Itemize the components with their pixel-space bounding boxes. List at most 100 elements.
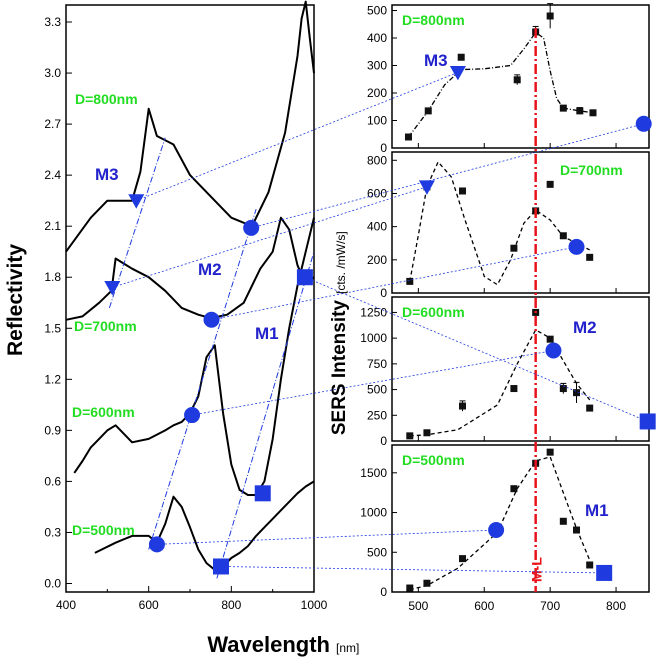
sers-panel-3: 0 250 500 750 1000 1250 D=600nm xyxy=(360,296,656,448)
mode-guide-line xyxy=(108,137,166,309)
sers-x-tick-label: 500 xyxy=(408,599,428,613)
ml-label: M-L xyxy=(529,557,545,582)
sers-y-tick-label: 200 xyxy=(367,86,387,100)
sers-y-tick-label: 500 xyxy=(367,4,387,18)
sers-data-point xyxy=(459,187,467,195)
left-y-tick-label: 0.3 xyxy=(44,525,61,539)
left-y-tick-label: 3.3 xyxy=(44,15,61,29)
left-y-tick-label: 2.4 xyxy=(44,168,61,182)
sers-y-tick-label: 600 xyxy=(367,186,387,200)
sers-y-tick-label: 750 xyxy=(367,357,387,371)
mode-guide-line xyxy=(148,209,257,550)
sers-y-tick-label: 100 xyxy=(367,114,387,128)
sers-y-tick-label: 500 xyxy=(367,383,387,397)
left-y-tick-label: 1.8 xyxy=(44,270,61,284)
sers-mode-marker xyxy=(545,342,562,359)
left-curve-label: D=500nm xyxy=(72,522,135,538)
left-y-tick-label: 0.9 xyxy=(44,423,61,437)
sers-plot-frame xyxy=(391,296,650,442)
sers-mode-marker xyxy=(449,65,466,81)
x-label: Wavelength xyxy=(207,632,330,657)
left-curve-label: M2 xyxy=(198,260,222,279)
sers-data-point xyxy=(406,584,414,592)
left-curve-label: M1 xyxy=(255,324,279,343)
left-x-tick-label: 400 xyxy=(56,598,76,612)
mode-connector-line xyxy=(112,186,428,288)
sers-y-tick-label: 1500 xyxy=(360,466,387,480)
left-x-tick-label: 600 xyxy=(139,598,159,612)
sers-mode-marker xyxy=(418,180,435,195)
sers-mode-label: M1 xyxy=(585,501,609,520)
left-y-tick-label: 1.5 xyxy=(44,321,61,335)
left-y-tick-label: 0.6 xyxy=(44,474,61,488)
left-curve-label: M3 xyxy=(95,165,119,184)
left-y-tick-label: 0.0 xyxy=(44,576,61,590)
reflectivity-curve xyxy=(73,217,315,496)
sers-fit-curve xyxy=(409,456,591,591)
axis-labels: Reflectivity SERS Intensity [cts. /mW/s]… xyxy=(4,231,359,657)
sers-data-point xyxy=(573,526,581,534)
left-y-tick-label: 3.0 xyxy=(44,66,61,80)
left-curve-label: D=600nm xyxy=(72,404,135,420)
reflectivity-curve xyxy=(65,216,315,321)
left-curve-label: D=700nm xyxy=(74,318,137,334)
sers-data-point xyxy=(406,432,414,440)
sers-y-tick-label: 1250 xyxy=(360,305,387,319)
sers-data-point xyxy=(423,579,431,587)
sers-y-tick-label: 250 xyxy=(367,408,387,422)
left-mode-marker-m1 xyxy=(254,485,271,502)
sers-plot-frame xyxy=(391,444,650,593)
sers-data-point xyxy=(510,385,518,393)
reflectivity-panel: 400 600 800 1000 0.0 0.3 0.6 0.9 1.2 1.5 1.8 2.1 2.4… xyxy=(44,0,328,612)
left-x-tick-label: 1000 xyxy=(301,598,328,612)
sers-data-point xyxy=(559,104,567,112)
sers-data-point xyxy=(586,561,594,569)
sers-y-tick-label: 400 xyxy=(367,31,387,45)
sers-plot-frame xyxy=(391,151,650,294)
sers-data-point xyxy=(573,389,581,397)
sers-data-point xyxy=(404,133,412,141)
mode-guide-line xyxy=(216,251,315,579)
sers-mode-marker xyxy=(596,564,613,581)
left-curve-label: D=800nm xyxy=(75,91,138,107)
right-ylabel: SERS Intensity xyxy=(329,300,350,436)
left-mode-marker-m3 xyxy=(128,194,145,209)
sers-panel-1: 0 100 200 300 400 500 D=800nm xyxy=(367,3,652,155)
left-y-tick-label: 1.2 xyxy=(44,372,61,386)
sers-data-point xyxy=(546,180,554,188)
sers-panel-label: D=500nm xyxy=(402,452,465,468)
left-x-tick-label: 800 xyxy=(221,598,241,612)
left-y-tick-label: 2.7 xyxy=(44,117,61,131)
left-ylabel: Reflectivity xyxy=(4,244,27,356)
sers-data-point xyxy=(406,277,414,285)
sers-data-point xyxy=(423,429,431,437)
mode-connector-line xyxy=(211,246,577,321)
sers-data-point xyxy=(559,232,567,240)
sers-y-tick-label: 0 xyxy=(380,585,387,599)
sers-x-tick-label: 600 xyxy=(474,599,494,613)
sers-mode-label: M2 xyxy=(573,318,597,337)
sers-data-point xyxy=(546,335,554,343)
sers-panel-label: D=600nm xyxy=(402,304,465,320)
mode-connector-line xyxy=(304,276,648,422)
sers-y-tick-label: 1000 xyxy=(360,506,387,520)
sers-data-point xyxy=(589,109,597,117)
sers-data-point xyxy=(513,76,521,84)
sers-data-point xyxy=(459,555,467,563)
sers-mode-label: M3 xyxy=(424,51,448,70)
sers-x-tick-label: 800 xyxy=(606,599,626,613)
sers-data-point xyxy=(457,53,465,61)
sers-y-tick-label: 500 xyxy=(367,545,387,559)
mode-connector-line xyxy=(156,529,497,545)
x-unit: [nm] xyxy=(336,641,359,655)
sers-data-point xyxy=(559,385,567,393)
sers-panel-2: 0 200 400 600 800 D=700nm xyxy=(367,151,650,300)
sers-x-tick-label: 700 xyxy=(540,599,560,613)
sers-panels: 0 100 200 300 400 500 D=800nm 0 200 400 600 800 D=70… xyxy=(360,3,656,613)
left-y-tick-label: 2.1 xyxy=(44,219,61,233)
mode-connector-line xyxy=(220,566,605,574)
sers-y-tick-label: 0 xyxy=(380,286,387,300)
mode-connector-line xyxy=(136,72,459,202)
sers-mode-marker xyxy=(635,115,652,132)
sers-data-point xyxy=(559,517,567,525)
